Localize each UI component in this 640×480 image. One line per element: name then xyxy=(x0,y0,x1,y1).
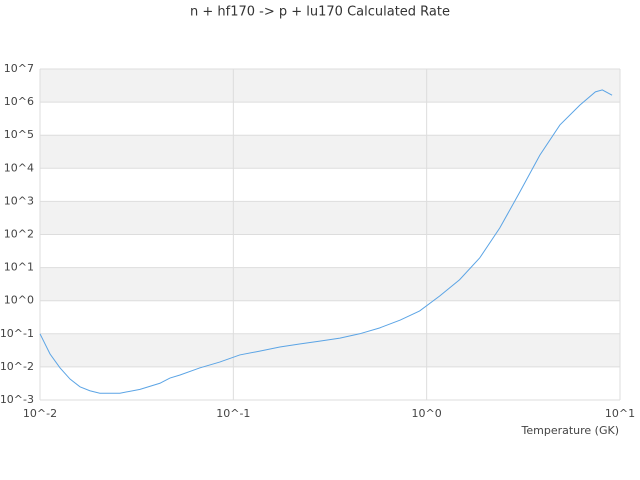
x-tick-label: 10^-2 xyxy=(23,407,57,420)
chart-title: n + hf170 -> p + lu170 Calculated Rate xyxy=(190,5,450,20)
grid-band xyxy=(40,333,620,367)
grid-band xyxy=(40,135,620,169)
y-tick-label: 10^7 xyxy=(4,62,34,75)
y-tick-label: 10^1 xyxy=(4,261,34,274)
y-tick-label: 10^5 xyxy=(4,128,34,141)
grid-band xyxy=(40,201,620,235)
y-tick-label: 10^2 xyxy=(4,228,34,241)
x-tick-label: 10^1 xyxy=(605,407,635,420)
x-tick-label: 10^0 xyxy=(412,407,442,420)
data-line xyxy=(39,89,613,394)
y-tick-label: 10^0 xyxy=(4,294,34,307)
y-tick-label: 10^3 xyxy=(4,194,34,207)
y-tick-label: 10^4 xyxy=(4,161,34,174)
x-axis-label: Temperature (GK) xyxy=(521,424,620,437)
x-tick-label: 10^-1 xyxy=(216,407,250,420)
grid-band xyxy=(40,267,620,301)
y-tick-label: 10^-3 xyxy=(0,393,34,406)
y-tick-label: 10^-1 xyxy=(0,327,34,340)
y-tick-label: 10^-2 xyxy=(0,360,34,373)
y-tick-label: 10^6 xyxy=(4,95,34,108)
grid-band xyxy=(40,69,620,103)
